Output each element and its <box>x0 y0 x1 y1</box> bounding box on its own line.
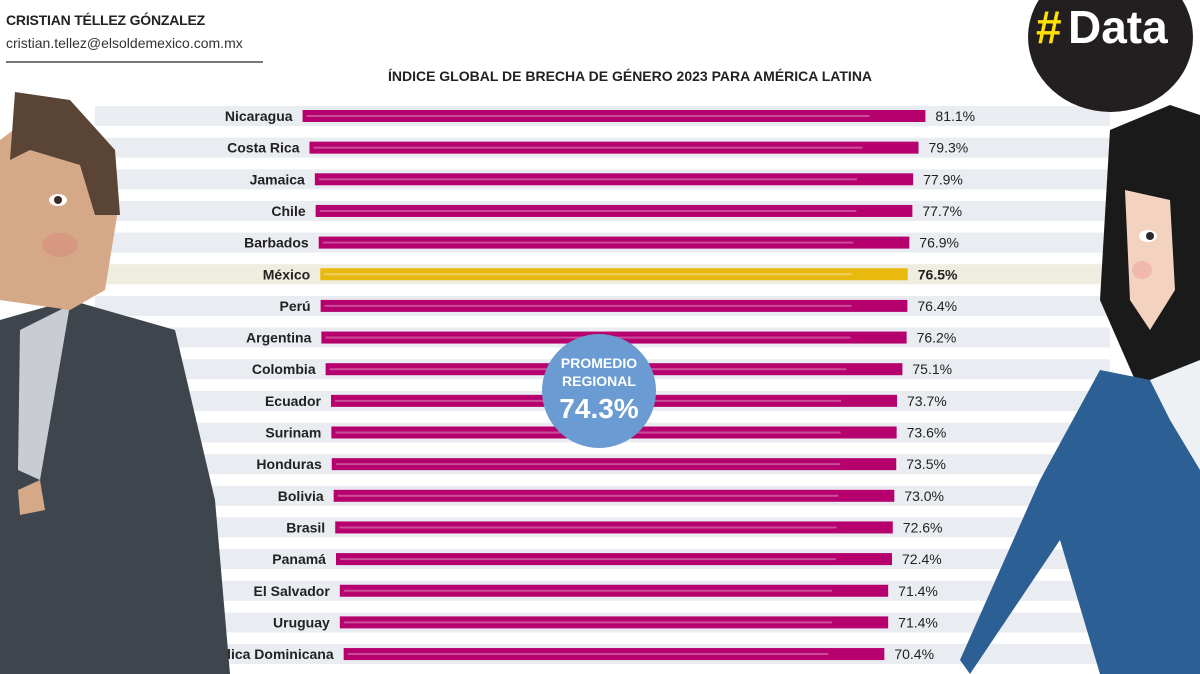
average-label-1: PROMEDIO <box>560 355 638 371</box>
bar-shine <box>324 273 852 276</box>
category-label: Argentina <box>246 330 312 346</box>
value-label: 81.1% <box>935 108 975 124</box>
average-label-2: REGIONAL <box>562 373 636 389</box>
bar-row-3: Chile 77.7% <box>95 200 1110 221</box>
bar <box>339 584 889 597</box>
average-value: 74.3% <box>559 393 639 424</box>
bar-row-6: Perú 76.4% <box>95 295 1110 316</box>
bar <box>320 268 908 281</box>
bar-row-0: Nicaragua 81.1% <box>95 106 1110 126</box>
value-label: 72.4% <box>902 551 942 567</box>
bar-row-14: Panamá 72.4% <box>95 549 1110 570</box>
bar-row-4: Barbados 76.9% <box>95 232 1110 253</box>
chart-title: ÍNDICE GLOBAL DE BRECHA DE GÉNERO 2023 P… <box>387 68 873 84</box>
data-logo-hash-icon: # <box>1036 1 1062 53</box>
value-label: 79.3% <box>929 140 969 156</box>
bar-row-12: Bolivia 73.0% <box>95 485 1110 506</box>
value-label: 76.9% <box>919 235 959 251</box>
bar-shine <box>337 494 839 497</box>
bar-shine <box>339 558 837 561</box>
category-label: Perú <box>279 298 310 314</box>
man-illustration <box>0 92 230 674</box>
bar-row-2: Jamaica 77.9% <box>95 169 1110 190</box>
category-label: Bolivia <box>278 488 324 504</box>
bar <box>335 553 893 566</box>
category-label: El Salvador <box>254 583 331 599</box>
bar <box>320 299 908 312</box>
bar <box>302 110 926 122</box>
category-label: Costa Rica <box>227 140 300 156</box>
category-label: Barbados <box>244 235 309 251</box>
bar-shine <box>335 463 841 466</box>
regional-average-badge: PROMEDIO REGIONAL 74.3% <box>542 334 656 448</box>
category-label: Surinam <box>265 425 321 441</box>
bar-row-13: Brasil 72.6% <box>95 517 1110 538</box>
bar-row-16: Uruguay 71.4% <box>95 612 1110 633</box>
value-label: 77.7% <box>922 203 962 219</box>
bar-shine <box>306 115 870 117</box>
bar-shine <box>313 146 863 149</box>
bar-row-11: Honduras 73.5% <box>95 454 1110 475</box>
bar-row-5: México 76.5% <box>95 264 1110 285</box>
author-email: cristian.tellez@elsoldemexico.com.mx <box>6 35 243 51</box>
value-label: 71.4% <box>898 583 938 599</box>
woman-illustration <box>960 105 1200 674</box>
value-label: 77.9% <box>923 171 963 187</box>
bar <box>315 204 913 217</box>
category-label: Ecuador <box>265 393 322 409</box>
data-logo-text: Data <box>1068 1 1168 53</box>
bar <box>309 141 919 154</box>
category-label: Chile <box>271 203 305 219</box>
value-label: 73.6% <box>907 425 947 441</box>
bar-shine <box>319 209 857 212</box>
category-label: Uruguay <box>273 614 330 630</box>
bar <box>314 173 914 186</box>
bar <box>318 236 910 249</box>
value-label: 73.0% <box>904 488 944 504</box>
value-label: 70.4% <box>894 646 934 662</box>
bar-shine <box>324 304 852 307</box>
bar-shine <box>343 621 833 624</box>
bar <box>331 458 897 471</box>
value-label: 76.4% <box>917 298 957 314</box>
bar-shine <box>322 241 854 244</box>
value-label: 76.5% <box>918 266 958 282</box>
value-label: 73.7% <box>907 393 947 409</box>
author-name: CRISTIAN TÉLLEZ GÓNZALEZ <box>6 12 205 28</box>
bar-shine <box>347 653 829 656</box>
value-label: 71.4% <box>898 614 938 630</box>
bar <box>333 489 895 502</box>
bar-shine <box>343 589 833 592</box>
category-label: México <box>263 266 310 282</box>
category-label: Brasil <box>286 519 325 535</box>
category-label: Jamaica <box>250 171 305 187</box>
value-label: 75.1% <box>912 361 952 377</box>
category-label: Colombia <box>252 361 316 377</box>
bar-shine <box>339 526 837 529</box>
value-label: 76.2% <box>917 330 957 346</box>
divider <box>6 61 263 63</box>
category-label: Panamá <box>272 551 326 567</box>
bar <box>339 616 889 629</box>
value-label: 72.6% <box>903 519 943 535</box>
category-label: Honduras <box>256 456 322 472</box>
value-label: 73.5% <box>906 456 946 472</box>
bar <box>335 521 893 534</box>
bar-row-15: El Salvador 71.4% <box>95 580 1110 601</box>
category-label: Nicaragua <box>225 108 293 124</box>
bar-shine <box>318 178 858 181</box>
bar-row-1: Costa Rica 79.3% <box>95 137 1110 158</box>
bar <box>343 648 885 661</box>
